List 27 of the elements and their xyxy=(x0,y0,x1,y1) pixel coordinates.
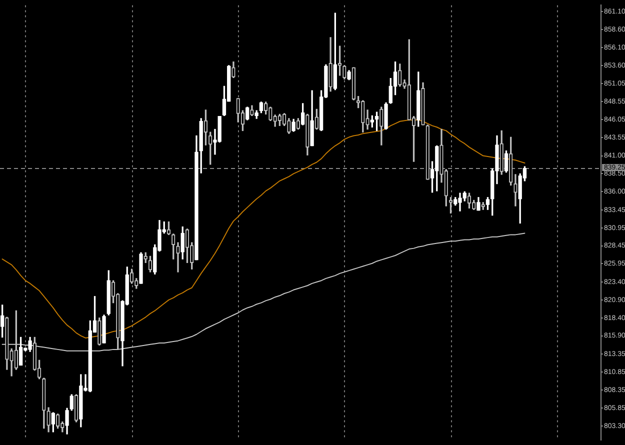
candlestick xyxy=(500,130,504,175)
candlestick xyxy=(352,67,356,100)
candlestick xyxy=(338,46,342,76)
candlestick xyxy=(514,174,518,206)
candlestick xyxy=(426,124,430,180)
candlestick xyxy=(421,82,425,126)
candlestick xyxy=(56,414,60,429)
candlestick xyxy=(185,228,190,263)
candlestick xyxy=(398,64,402,87)
candlestick xyxy=(74,394,78,422)
candlestick xyxy=(42,378,46,429)
candlestick xyxy=(467,192,472,208)
candlestick xyxy=(176,242,180,272)
candlestick xyxy=(481,202,485,210)
candlestick xyxy=(296,118,300,130)
candlestick xyxy=(46,407,50,432)
candlestick xyxy=(342,65,346,80)
candlestick xyxy=(314,108,319,130)
candlestick xyxy=(328,37,332,92)
candlestick xyxy=(232,62,236,78)
candlestick xyxy=(130,268,134,284)
candlestick xyxy=(250,105,254,116)
candlestick xyxy=(148,256,152,272)
candlestick xyxy=(166,221,171,236)
candlestick xyxy=(144,252,148,263)
candlestick xyxy=(306,114,310,156)
candlestick xyxy=(204,110,208,146)
